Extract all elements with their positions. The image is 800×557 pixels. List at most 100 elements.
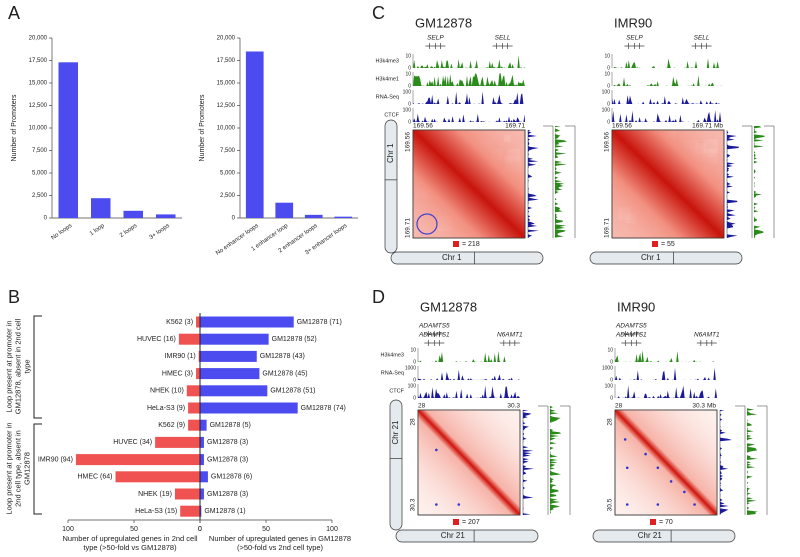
- x-tick-label: 3+ loops: [149, 223, 171, 241]
- x-tick-label: 50: [130, 526, 138, 533]
- group-label: Loop present at promoter in 2nd cell typ…: [4, 422, 32, 515]
- loop-count: = 55: [661, 241, 675, 248]
- bar: [198, 350, 200, 362]
- side-frame: [735, 405, 746, 515]
- coordinate: 30.3: [507, 403, 520, 410]
- signal-track: [615, 350, 717, 362]
- y-tick-label: 7,500: [220, 148, 236, 154]
- bar: [174, 488, 200, 500]
- track-scale: 0: [408, 101, 411, 107]
- track-scale: 100: [408, 383, 417, 389]
- signal-track: [523, 410, 534, 515]
- chromosome-ideogram: [390, 251, 544, 265]
- bar: [200, 402, 298, 414]
- loop-count: = 218: [462, 241, 480, 248]
- track-scale: 100: [605, 383, 614, 389]
- bar: [200, 333, 269, 345]
- loop-dot: [644, 452, 647, 456]
- track-scale: 10: [604, 53, 610, 59]
- signal-track: [612, 75, 724, 86]
- loop-dot: [623, 438, 627, 441]
- chromosome-ideogram: [395, 529, 539, 543]
- panel-label: C: [372, 3, 385, 23]
- track-scale: 10: [604, 71, 610, 77]
- track-scale: 10: [405, 53, 411, 59]
- data-label: GM12878 (3): [207, 456, 248, 463]
- track-scale: 0: [607, 83, 610, 89]
- bar: [200, 368, 260, 380]
- gene-model: [492, 43, 513, 49]
- x-tick-label: 100: [326, 526, 338, 533]
- chromosome-label: Chr 1: [386, 143, 395, 163]
- signal-track: [550, 406, 561, 515]
- track-scale: 0: [610, 377, 613, 383]
- track-scale: 10: [405, 71, 411, 77]
- data-label: HeLa-S3 (15): [135, 508, 177, 515]
- x-tick-label: 2 loops: [119, 223, 138, 239]
- gene-model: [621, 331, 642, 337]
- x-tick-label: 100: [62, 526, 74, 533]
- loop-count: = 70: [659, 519, 673, 526]
- coordinate: 169.71: [692, 123, 712, 130]
- data-label: GM12878 (5): [210, 422, 251, 429]
- gene-model: [696, 340, 717, 346]
- y-tick-label: 12,500: [217, 103, 236, 109]
- chromosome-label: Chr 21: [391, 420, 400, 445]
- side-frame: [742, 125, 753, 238]
- data-label: HUVEC (16): [137, 336, 176, 343]
- track-name: RNA-Seq: [381, 370, 404, 376]
- signal-track: [747, 406, 758, 515]
- data-label: HUVEC (34): [113, 439, 152, 446]
- gene-model: [621, 340, 642, 346]
- signal-track: [418, 351, 520, 362]
- signal-track: [418, 369, 520, 380]
- track-scale: 0: [607, 101, 610, 107]
- bar: [200, 385, 268, 397]
- bar: [180, 505, 200, 517]
- data-label: NHEK (10): [150, 388, 184, 395]
- cell-title: GM12878: [415, 15, 472, 30]
- signal-track: [612, 95, 724, 104]
- data-label: GM12878 (74): [301, 405, 346, 412]
- track-scale: 0: [408, 83, 411, 89]
- side-frame: [764, 125, 775, 238]
- gene-label: SELL: [495, 35, 511, 42]
- legend-swatch: [652, 241, 658, 247]
- track-scale: 100: [602, 107, 611, 113]
- side-frame: [565, 125, 576, 238]
- coordinate: 30.5: [607, 498, 614, 511]
- gene-label: ADAMTS1: [418, 332, 450, 339]
- data-label: HMEC (64): [78, 474, 113, 481]
- data-label: GM12878 (6): [211, 474, 252, 481]
- legend-swatch: [650, 519, 656, 525]
- track-scale: 0: [408, 65, 411, 71]
- loop-dot: [435, 503, 438, 506]
- y-tick-label: 5,000: [32, 171, 48, 177]
- track-scale: 100: [602, 89, 611, 95]
- x-tick-label: No loops: [50, 223, 73, 242]
- chromosome-ideogram: [589, 251, 743, 265]
- signal-track: [413, 55, 525, 68]
- y-tick-label: 17,500: [217, 58, 236, 64]
- gene-label: N6AMT1: [497, 332, 523, 339]
- gene-label: SELL: [694, 35, 710, 42]
- signal-track: [413, 113, 525, 122]
- group-bracket: [33, 423, 42, 515]
- contact-diagonal: [615, 410, 717, 515]
- side-frame: [757, 405, 768, 515]
- y-axis-title: Number of Promoters: [11, 94, 18, 161]
- y-tick-label: 2,500: [32, 193, 48, 199]
- bar: [91, 198, 111, 218]
- loop-dot: [656, 503, 660, 506]
- track-scale: 1000: [602, 365, 613, 371]
- bar: [196, 316, 200, 328]
- data-label: K562 (3): [166, 319, 193, 326]
- track-scale: 0: [610, 395, 613, 401]
- group-label: Loop present at promoter in GM12878, abs…: [4, 318, 32, 415]
- loop-dot: [625, 466, 629, 470]
- loop-dot: [625, 503, 629, 506]
- track-scale: 0: [413, 377, 416, 383]
- y-tick-label: 20,000: [29, 36, 48, 42]
- contact-diagonal: [418, 410, 520, 515]
- contact-frame: [417, 409, 521, 516]
